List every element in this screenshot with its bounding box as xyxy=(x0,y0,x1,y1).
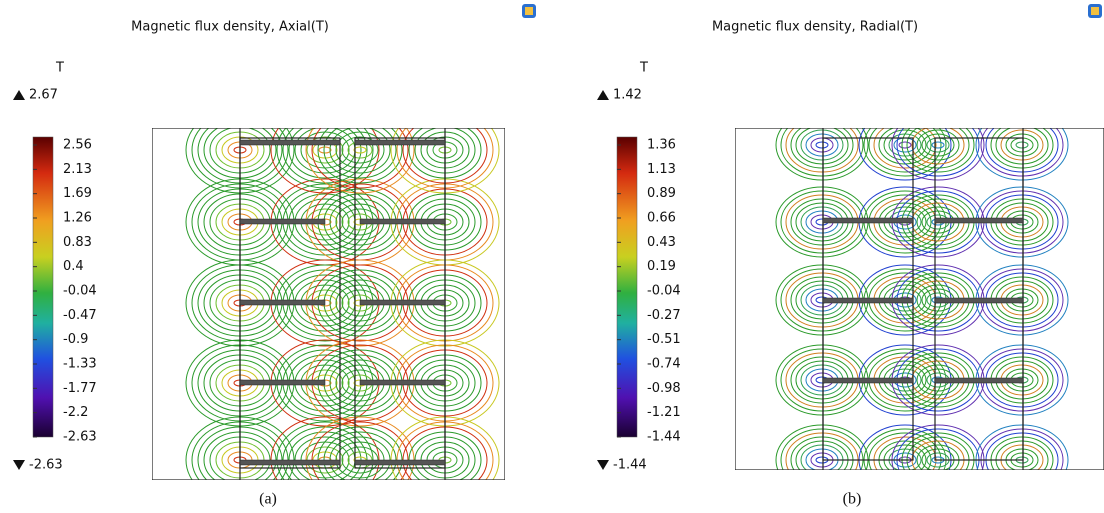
colorbar-label: 0.19 xyxy=(647,259,676,274)
min-value: -2.63 xyxy=(29,458,63,473)
colorbar-label: -2.63 xyxy=(63,430,97,445)
outer-frame xyxy=(735,128,1104,470)
contour-line xyxy=(897,114,979,176)
magnet-bar xyxy=(823,298,913,303)
max-arrow xyxy=(13,90,25,100)
magnet-bar xyxy=(240,219,325,224)
contour-line xyxy=(1011,138,1033,152)
min-arrow xyxy=(13,460,25,470)
contour-line xyxy=(996,126,1048,164)
magnet-bar xyxy=(240,460,340,465)
colorbar-label: -0.98 xyxy=(647,381,681,396)
panel-title: Magnetic flux density, Radial(T) xyxy=(712,20,918,35)
colorbar-label: -0.51 xyxy=(647,332,681,347)
min-arrow xyxy=(597,460,609,470)
colorbar-label: 2.56 xyxy=(63,138,92,153)
contour-line xyxy=(271,107,379,193)
contour-line xyxy=(330,127,390,173)
contour-line xyxy=(879,126,931,164)
contour-line xyxy=(991,122,1053,168)
contour-line xyxy=(295,127,355,173)
panel-title: Magnetic flux density, Axial(T) xyxy=(131,20,329,35)
colorbar-label: -1.77 xyxy=(63,381,97,396)
contour-line xyxy=(976,110,1068,180)
contour-line xyxy=(864,114,946,176)
min-value: -1.44 xyxy=(613,458,647,473)
contour-line xyxy=(781,114,863,176)
app-icon-inner xyxy=(525,7,533,15)
figure: Magnetic flux density, Axial(T) T 2.67 2.56… xyxy=(0,0,1104,513)
magnet-bar xyxy=(360,380,445,385)
max-value: 1.42 xyxy=(613,88,642,103)
colorbar xyxy=(33,137,53,437)
colorbar-label: 0.89 xyxy=(647,186,676,201)
colorbar-label: -1.33 xyxy=(63,357,97,372)
max-value: 2.67 xyxy=(29,88,58,103)
contour-line xyxy=(791,122,853,168)
contour-line xyxy=(811,138,833,152)
magnet-bar xyxy=(240,300,325,305)
core-block xyxy=(1023,128,1104,470)
app-icon-inner xyxy=(1091,7,1099,15)
magnet-bar xyxy=(355,460,445,465)
contour-line xyxy=(912,126,964,164)
contour-line xyxy=(981,114,1063,176)
magnet-bar xyxy=(240,140,340,145)
magnet-bar xyxy=(355,140,445,145)
colorbar-label: 0.83 xyxy=(63,235,92,250)
colorbar-label: -2.2 xyxy=(63,405,88,420)
colorbar-label: 2.13 xyxy=(63,162,92,177)
magnet-bar xyxy=(360,219,445,224)
contour-line xyxy=(354,147,366,153)
colorbar-label: 0.43 xyxy=(647,235,676,250)
colorbar-label: -1.21 xyxy=(647,405,681,420)
contour-line xyxy=(289,122,361,178)
contour-line xyxy=(776,110,868,180)
colorbar-label: -0.47 xyxy=(63,308,97,323)
contour-line xyxy=(319,147,331,153)
magnet-bar xyxy=(823,218,913,223)
colorbar-label: -0.04 xyxy=(63,284,97,299)
colorbar-label: 0.4 xyxy=(63,259,84,274)
colorbar-label: -0.27 xyxy=(647,308,681,323)
colorbar-label: -0.04 xyxy=(647,284,681,299)
magnet-bar xyxy=(240,380,325,385)
contour-line xyxy=(899,142,911,148)
contour-line xyxy=(796,126,848,164)
contour-line xyxy=(306,107,414,193)
magnet-bar xyxy=(360,300,445,305)
contour-plot xyxy=(735,110,1104,495)
panel-caption: (a) xyxy=(259,491,277,508)
colorbar-label: -1.44 xyxy=(647,430,681,445)
colorbar-label: 1.69 xyxy=(63,186,92,201)
unit-label: T xyxy=(55,61,64,76)
magnet-bar xyxy=(935,298,1023,303)
contour-plot xyxy=(152,107,505,503)
contour-line xyxy=(816,142,828,148)
panel-caption: (b) xyxy=(843,491,862,508)
colorbar-label: 1.36 xyxy=(647,138,676,153)
colorbar-label: 1.26 xyxy=(63,211,92,226)
contour-line xyxy=(1016,142,1028,148)
magnet-bar xyxy=(935,218,1023,223)
core-block xyxy=(152,128,240,480)
colorbar-label: -0.9 xyxy=(63,332,88,347)
contour-line xyxy=(324,122,396,178)
magnet-bar xyxy=(823,378,913,383)
contour-line xyxy=(932,142,944,148)
magnet-bar xyxy=(935,378,1023,383)
colorbar-label: 0.66 xyxy=(647,211,676,226)
max-arrow xyxy=(597,90,609,100)
colorbar-label: 1.13 xyxy=(647,162,676,177)
colorbar xyxy=(617,137,637,437)
unit-label: T xyxy=(639,61,648,76)
colorbar-label: -0.74 xyxy=(647,357,681,372)
